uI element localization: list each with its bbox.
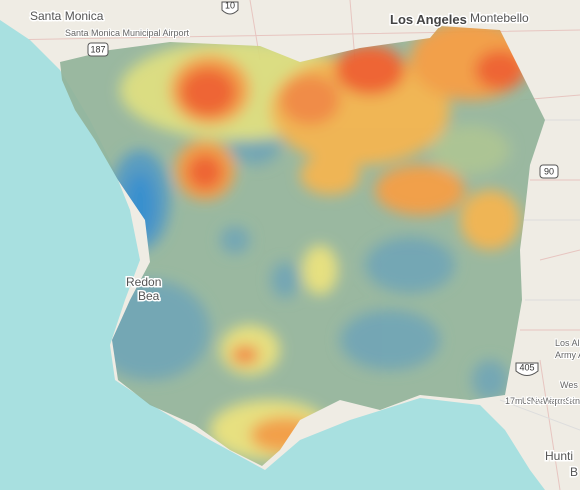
route-shield: 90 (539, 164, 559, 179)
shield-label: 10 (225, 0, 235, 10)
route-shield: 405 (515, 362, 539, 376)
place-label: Hunti (545, 449, 573, 463)
place-label: Los Angeles (390, 12, 467, 27)
route-shield: 10 (221, 0, 239, 15)
place-label: Santa Monica Municipal Airport (65, 28, 190, 38)
shield-label: 90 (544, 166, 554, 176)
place-label: 17m (505, 396, 523, 406)
ocean (0, 20, 545, 490)
shield-label: 187 (90, 44, 105, 54)
shield-label: 405 (519, 362, 534, 372)
place-label: Bea (138, 289, 160, 303)
place-label: Army A (555, 350, 580, 360)
place-label: B (570, 465, 578, 479)
place-label: Los Al (555, 338, 580, 348)
place-label: Wes (560, 380, 578, 390)
place-label: Redon (126, 275, 161, 289)
place-label: Santa Monica (30, 9, 104, 23)
place-label: U.S. Naval Weapons Station (522, 396, 580, 406)
route-shield: 187 (87, 42, 109, 57)
place-label: Montebello (470, 11, 529, 25)
